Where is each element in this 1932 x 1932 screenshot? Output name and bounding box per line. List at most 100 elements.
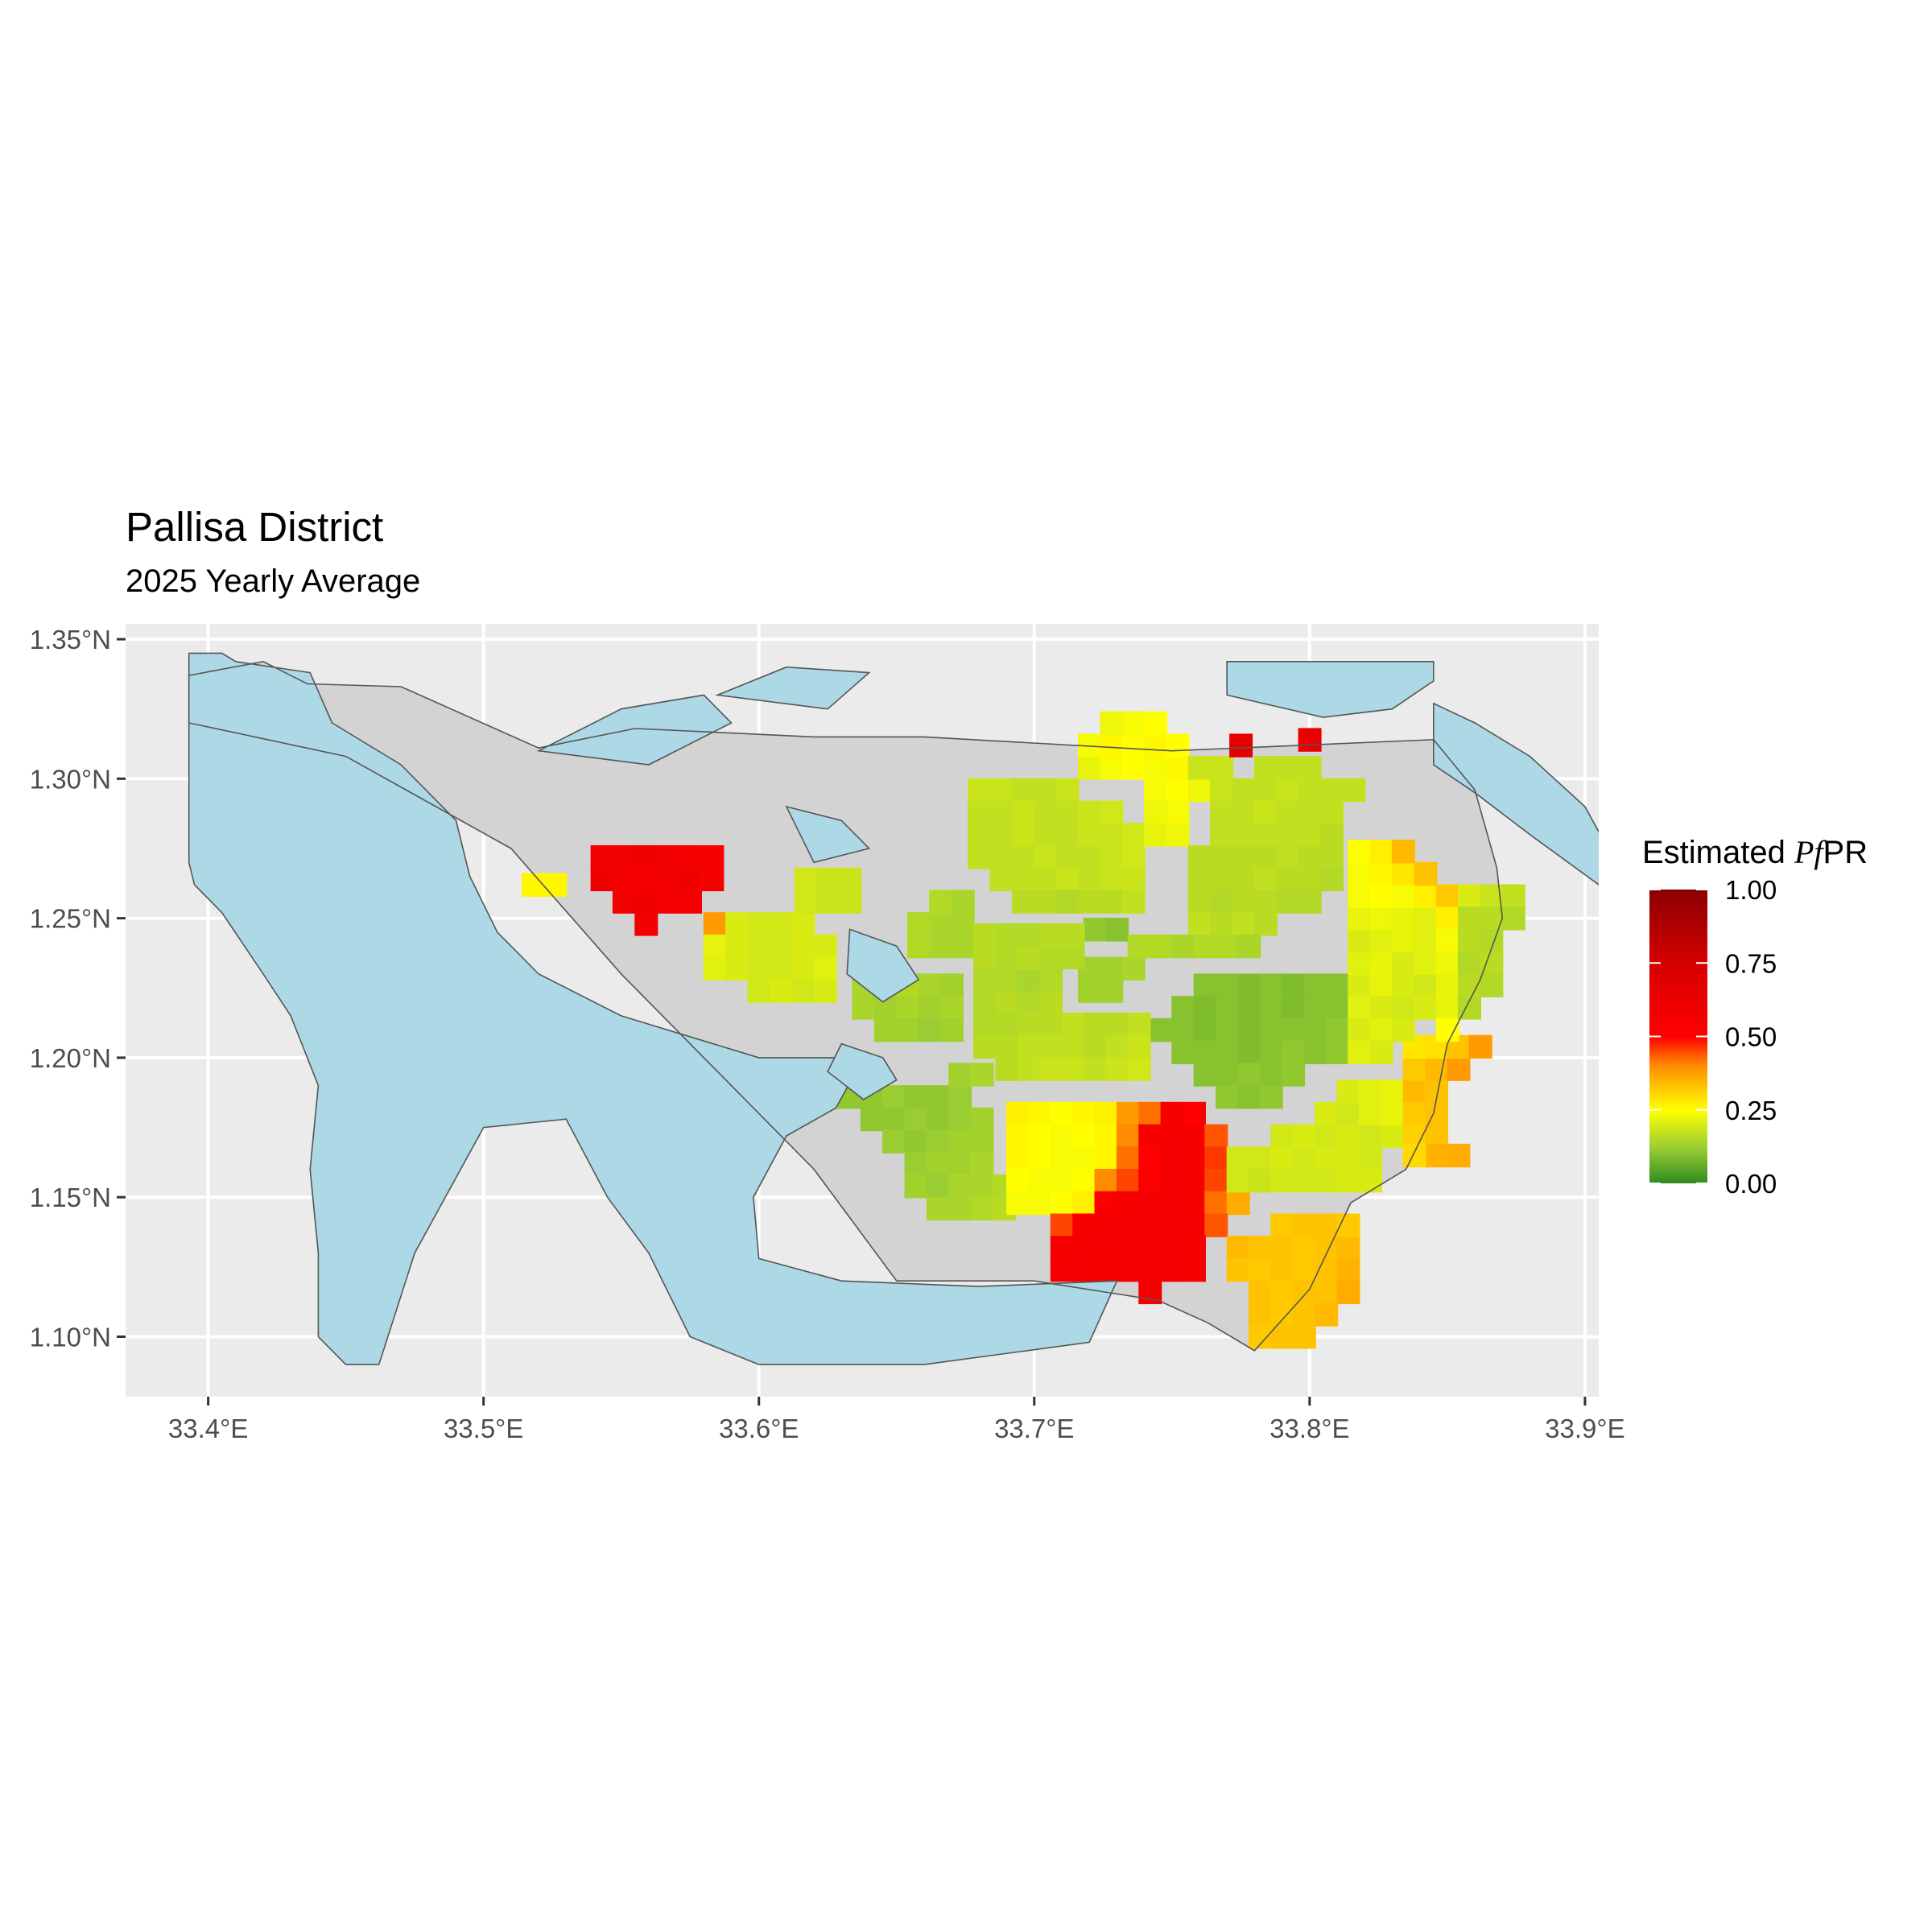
pfpr-cell xyxy=(1061,1034,1085,1059)
pfpr-cell xyxy=(1011,890,1035,914)
pfpr-cell xyxy=(1253,867,1278,892)
pfpr-cell xyxy=(1391,929,1415,953)
pfpr-cell xyxy=(813,979,837,1003)
pfpr-cell xyxy=(769,912,793,936)
pfpr-cell xyxy=(1336,1169,1360,1193)
pfpr-cell xyxy=(1171,996,1195,1020)
pfpr-cell xyxy=(1017,945,1041,970)
pfpr-cell xyxy=(1315,1169,1339,1193)
x-tick-label: 33.9°E xyxy=(1545,1414,1624,1443)
pfpr-cell xyxy=(1183,1124,1206,1148)
pfpr-cell xyxy=(1204,1213,1228,1237)
pfpr-cell xyxy=(612,890,636,914)
pfpr-cell xyxy=(1276,867,1300,892)
pfpr-cell xyxy=(1369,929,1393,953)
pfpr-cell xyxy=(1100,890,1124,914)
pfpr-cell xyxy=(725,956,749,980)
pfpr-cell xyxy=(1342,778,1366,803)
pfpr-cell xyxy=(656,890,680,914)
pfpr-cell xyxy=(747,912,771,936)
pfpr-cell xyxy=(995,968,1019,992)
pfpr-cell xyxy=(1083,1034,1107,1059)
pfpr-cell xyxy=(1100,979,1124,1003)
pfpr-cell xyxy=(1303,996,1327,1020)
legend-title-suffix: PR xyxy=(1823,835,1868,870)
district-outline xyxy=(188,660,1504,1352)
pfpr-cell xyxy=(1336,1257,1360,1282)
pfpr-cell xyxy=(1055,823,1080,847)
pfpr-cell xyxy=(1160,1236,1184,1260)
pfpr-cell xyxy=(1336,1124,1360,1148)
pfpr-cell xyxy=(1094,1191,1118,1216)
pfpr-cell xyxy=(1078,823,1101,847)
pfpr-cell xyxy=(1028,1101,1052,1126)
pfpr-cell xyxy=(1061,1057,1085,1081)
pfpr-cell xyxy=(1232,778,1256,803)
pfpr-cell xyxy=(769,934,793,959)
pfpr-cell xyxy=(1270,1169,1294,1193)
pfpr-cell xyxy=(1210,800,1234,824)
pfpr-cell xyxy=(1160,1124,1184,1148)
pfpr-cell xyxy=(1183,1101,1206,1126)
pfpr-cell xyxy=(1083,1012,1107,1037)
pfpr-cell xyxy=(926,1152,950,1176)
pfpr-cell xyxy=(1226,1236,1250,1260)
pfpr-cell xyxy=(1237,934,1261,959)
pfpr-cell xyxy=(989,867,1013,892)
pfpr-cell xyxy=(1127,1057,1151,1081)
pfpr-cell xyxy=(1381,1080,1405,1104)
pfpr-cell xyxy=(1121,956,1146,980)
pfpr-cell xyxy=(1298,728,1322,752)
pfpr-cell xyxy=(1210,867,1234,892)
pfpr-cell xyxy=(1061,1012,1085,1037)
pfpr-cell xyxy=(1369,884,1393,908)
pfpr-cell xyxy=(1276,823,1300,847)
pfpr-cell xyxy=(1183,1236,1206,1260)
pfpr-cell xyxy=(1414,861,1438,886)
pfpr-cell xyxy=(1166,778,1190,803)
pfpr-cell xyxy=(1369,996,1393,1020)
pfpr-cell xyxy=(1391,840,1415,864)
pfpr-cell xyxy=(1292,1325,1316,1349)
district-outline-path xyxy=(188,660,1504,1352)
pfpr-cell xyxy=(1414,996,1438,1020)
pfpr-cell xyxy=(794,867,818,892)
pfpr-cell xyxy=(1028,1169,1052,1193)
lake-polygon xyxy=(1226,660,1435,718)
lake-polygon xyxy=(846,928,920,1003)
pfpr-cell xyxy=(1249,1280,1273,1305)
pfpr-cell xyxy=(951,934,975,959)
pfpr-cell xyxy=(995,1012,1019,1037)
legend-label: 0.00 xyxy=(1725,1169,1777,1199)
pfpr-cell xyxy=(1100,956,1124,980)
pfpr-cell xyxy=(1017,990,1041,1014)
pfpr-cell xyxy=(1039,1012,1063,1037)
pfpr-cell xyxy=(1100,800,1124,824)
pfpr-cell xyxy=(1237,1063,1261,1087)
pfpr-cell xyxy=(634,867,658,892)
pfpr-cell xyxy=(590,845,614,869)
pfpr-cell xyxy=(700,845,724,869)
pfpr-cell xyxy=(904,1174,928,1199)
pfpr-cell xyxy=(1369,861,1393,886)
pfpr-cell xyxy=(940,1018,964,1042)
pfpr-cell xyxy=(929,890,953,914)
pfpr-cell xyxy=(1072,1213,1096,1237)
pfpr-cell xyxy=(995,945,1019,970)
pfpr-cell xyxy=(1017,968,1041,992)
pfpr-cell xyxy=(1094,1213,1118,1237)
pfpr-cell xyxy=(791,934,815,959)
pfpr-cell xyxy=(1183,1213,1206,1237)
legend-label: 0.50 xyxy=(1725,1022,1777,1052)
pfpr-cell xyxy=(1348,861,1372,886)
pfpr-cell xyxy=(1050,1213,1074,1237)
pfpr-cell xyxy=(989,845,1013,869)
pfpr-cell xyxy=(1391,951,1415,976)
pfpr-cell xyxy=(1100,733,1124,758)
pfpr-cell xyxy=(1226,1191,1250,1216)
pfpr-cell xyxy=(1358,1080,1382,1104)
pfpr-cell xyxy=(1358,1146,1382,1170)
y-tick-label: 1.25°N xyxy=(30,904,111,934)
pfpr-cell xyxy=(1116,1146,1140,1170)
pfpr-cell xyxy=(1116,1169,1140,1193)
